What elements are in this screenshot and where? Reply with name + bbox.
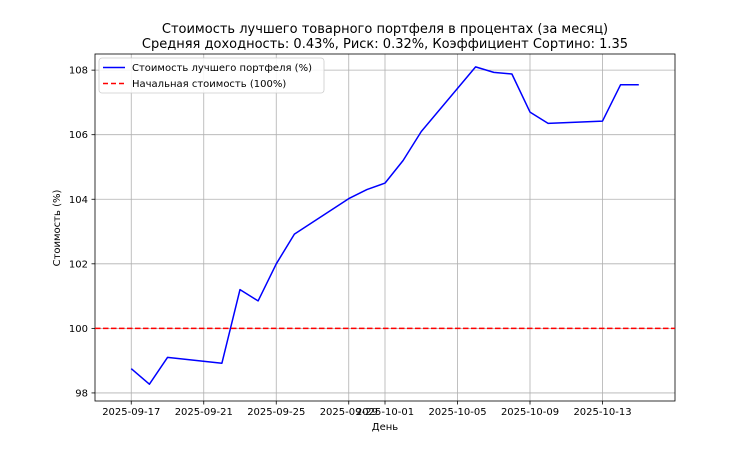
portfolio-value-point (366, 188, 368, 190)
series-layer (95, 66, 675, 385)
y-tick-label: 102 (69, 259, 88, 270)
portfolio-value-point (638, 83, 640, 85)
y-tick-label: 100 (69, 324, 88, 335)
chart-subtitle: Средняя доходность: 0.43%, Риск: 0.32%, … (142, 37, 628, 52)
portfolio-value-point (384, 182, 386, 184)
plot-frame (94, 53, 676, 402)
y-tick-label: 108 (69, 66, 88, 77)
x-tick-label: 2025-09-21 (175, 407, 233, 418)
y-tick-label: 98 (75, 388, 88, 399)
x-tick-label: 2025-09-17 (102, 407, 160, 418)
axis-ticks: 2025-09-17 2025-09-21 2025-09-25 2025-09-29… (69, 66, 632, 418)
y-tick-label: 106 (69, 130, 88, 141)
portfolio-value-point (402, 159, 404, 161)
portfolio-value-point (130, 368, 132, 370)
portfolio-value-point (601, 120, 603, 122)
legend-label-portfolio: Стоимость лучшего портфеля (%) (132, 63, 312, 74)
y-tick-label: 104 (69, 195, 88, 206)
y-axis-label: Стоимость (%) (52, 190, 63, 267)
portfolio-value-point (275, 263, 277, 265)
portfolio-value-point (348, 197, 350, 199)
portfolio-value-point (529, 111, 531, 113)
portfolio-value-point (166, 356, 168, 358)
portfolio-value-point (619, 83, 621, 85)
portfolio-value-point (293, 233, 295, 235)
legend-box (98, 57, 325, 94)
portfolio-value-point (474, 66, 476, 68)
portfolio-value-line (130, 66, 639, 385)
portfolio-value-point (221, 362, 223, 364)
portfolio-value-point (148, 383, 150, 385)
x-axis-label: День (372, 422, 399, 433)
x-tick-label: 2025-09-29 (320, 407, 378, 418)
portfolio-value-point (257, 300, 259, 302)
x-tick-label: 2025-10-13 (573, 407, 631, 418)
chart-title: Стоимость лучшего товарного портфеля в п… (162, 22, 608, 37)
portfolio-value-point (547, 122, 549, 124)
x-tick-label: 2025-10-05 (428, 407, 486, 418)
legend: Стоимость лучшего портфеля (%) Начальная… (98, 57, 325, 94)
x-tick-label: 2025-10-01 (356, 407, 414, 418)
portfolio-value-point (511, 73, 513, 75)
portfolio-value-point (493, 71, 495, 73)
x-tick-label: 2025-09-25 (247, 407, 305, 418)
portfolio-value-point (239, 288, 241, 290)
legend-label-baseline: Начальная стоимость (100%) (132, 79, 286, 90)
portfolio-value-point (420, 130, 422, 132)
x-tick-label: 2025-10-09 (501, 407, 559, 418)
